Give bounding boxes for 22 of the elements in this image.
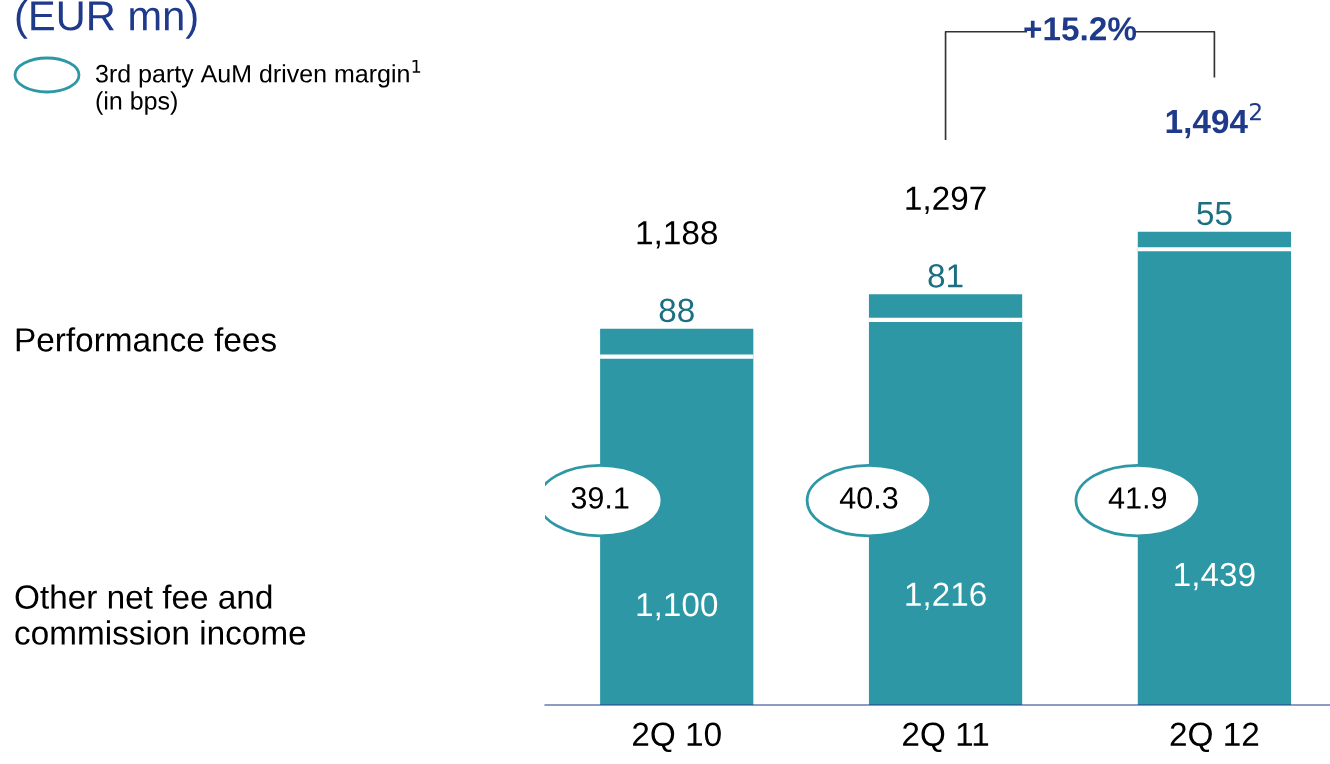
data-label: 1,439 xyxy=(1175,562,1255,591)
x-tick-label: 2Q 12 xyxy=(1170,722,1259,753)
text: +15.2% xyxy=(1024,17,1137,41)
x-tick-label: 2Q 11 xyxy=(903,722,989,753)
total-label: 1,297 xyxy=(906,186,986,215)
text: Performance fees xyxy=(16,327,276,352)
text: Other net fee and commission income xyxy=(15,584,306,645)
data-label: 55 xyxy=(1197,202,1232,226)
total-label: 1,188 xyxy=(637,221,717,249)
text: (EUR mn) xyxy=(16,0,197,39)
data-label: 1,100 xyxy=(637,592,718,621)
annotation: 41.9 xyxy=(1108,487,1167,509)
total-label: 1,494$^{2}$ xyxy=(1166,102,1261,139)
annotation: 39.1 xyxy=(571,487,629,509)
x-tick-label: 2Q 10 xyxy=(633,722,721,753)
text: 3rd party AuM driven margin$^{1}$ (in bps) xyxy=(95,60,421,115)
bar xyxy=(600,328,754,357)
bar xyxy=(868,294,1023,320)
annotation: 40.3 xyxy=(839,487,898,509)
data-label: 88 xyxy=(659,298,694,323)
data-label: 81 xyxy=(928,264,963,288)
data-label: 1,216 xyxy=(906,582,986,611)
